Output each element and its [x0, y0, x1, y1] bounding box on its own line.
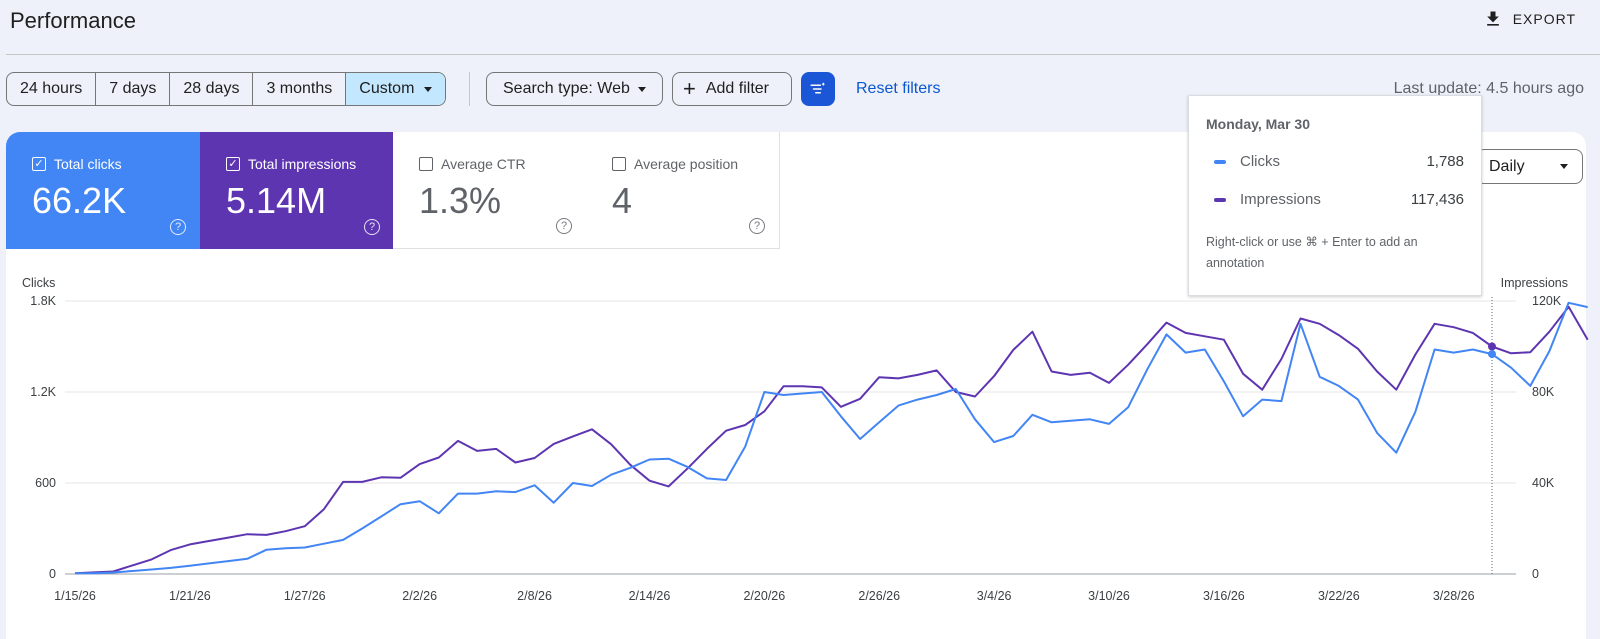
metric-value: 4	[612, 180, 633, 221]
highlight-point-impressions	[1488, 342, 1496, 351]
last-update-text: Last update: 4.5 hours ago	[1393, 80, 1584, 97]
metric-label: Total impressions	[248, 156, 357, 172]
range-custom[interactable]: Custom	[346, 73, 446, 105]
range-24-hours[interactable]: 24 hours	[7, 73, 97, 105]
range-7-days[interactable]: 7 days	[96, 73, 171, 105]
x-tick-label: 2/2/26	[402, 589, 437, 603]
y-tick-label-left: 0	[49, 567, 56, 581]
y-tick-label-left: 1.8K	[30, 294, 56, 308]
x-tick-label: 1/21/26	[169, 589, 211, 603]
tooltip-date: Monday, Mar 30	[1206, 116, 1310, 132]
tooltip-row-impressions: Impressions 117,436	[1206, 191, 1464, 208]
y-tick-label-right: 120K	[1532, 294, 1562, 308]
y-axis-title-right: Impressions	[1501, 276, 1568, 290]
x-tick-label: 1/27/26	[284, 589, 326, 603]
help-icon[interactable]: ?	[364, 219, 380, 235]
x-tick-label: 3/16/26	[1203, 589, 1245, 603]
chart-tooltip: Monday, Mar 30 Clicks 1,788 Impressions …	[1188, 95, 1482, 296]
x-tick-label: 2/8/26	[517, 589, 552, 603]
add-filter-button[interactable]: + Add filter	[672, 72, 792, 106]
range-custom-label: Custom	[359, 80, 415, 97]
series-line-clicks	[75, 301, 1588, 575]
tooltip-note: Right-click or use ⌘ + Enter to add an a…	[1206, 235, 1418, 270]
help-icon[interactable]: ?	[556, 218, 572, 234]
metric-label: Average CTR	[441, 156, 526, 172]
tooltip-series-value: 117,436	[1410, 191, 1464, 208]
date-range-selector: 24 hours 7 days 28 days 3 months Custom	[6, 72, 447, 106]
y-tick-label-left: 1.2K	[30, 385, 56, 399]
y-tick-label-right: 0	[1532, 567, 1539, 581]
checkbox-checked-icon[interactable]: ✓	[226, 157, 240, 171]
metric-value: 5.14M	[226, 180, 327, 221]
metric-label: Total clicks	[54, 156, 122, 172]
checkbox-unchecked-icon[interactable]	[612, 157, 626, 171]
search-type-label: Search type: Web	[503, 80, 630, 97]
export-label: EXPORT	[1512, 11, 1576, 27]
search-type-dropdown[interactable]: Search type: Web	[486, 72, 663, 106]
x-tick-label: 3/28/26	[1433, 589, 1475, 603]
range-3-months[interactable]: 3 months	[253, 73, 347, 105]
x-tick-label: 3/10/26	[1088, 589, 1130, 603]
series-swatch-icon	[1214, 197, 1226, 202]
header-divider	[6, 54, 1600, 55]
tooltip-series-value: 1,788	[1426, 153, 1464, 170]
checkbox-unchecked-icon[interactable]	[419, 157, 433, 171]
export-button[interactable]: EXPORT	[1483, 9, 1576, 29]
metric-label: Average position	[634, 156, 739, 172]
y-tick-label-right: 80K	[1532, 385, 1555, 399]
metric-card-average-position[interactable]: Average position 4 ?	[586, 132, 780, 249]
tooltip-series-name: Clicks	[1240, 153, 1280, 170]
series-line-impressions	[74, 305, 1589, 575]
range-28-days[interactable]: 28 days	[170, 73, 254, 105]
plus-icon: +	[683, 76, 696, 101]
granularity-label: Daily	[1489, 157, 1525, 175]
filter-settings-button[interactable]	[801, 72, 835, 106]
toolbar-divider	[469, 72, 470, 106]
checkbox-checked-icon[interactable]: ✓	[32, 157, 46, 171]
chevron-down-icon	[1560, 164, 1568, 169]
x-tick-label: 2/20/26	[743, 589, 785, 603]
y-tick-label-left: 600	[35, 476, 56, 490]
y-axis-title-left: Clicks	[22, 276, 55, 290]
chevron-down-icon	[638, 86, 646, 92]
x-tick-label: 1/15/26	[54, 589, 96, 603]
metric-card-average-ctr[interactable]: Average CTR 1.3% ?	[393, 132, 587, 249]
metric-card-total-clicks[interactable]: ✓ Total clicks 66.2K ?	[6, 132, 200, 249]
series-swatch-icon	[1214, 159, 1226, 164]
reset-filters-link[interactable]: Reset filters	[856, 80, 941, 97]
tooltip-row-clicks: Clicks 1,788	[1206, 153, 1464, 170]
x-tick-label: 3/4/26	[977, 589, 1012, 603]
granularity-dropdown[interactable]: Daily	[1476, 149, 1583, 184]
y-tick-label-right: 40K	[1532, 476, 1555, 490]
add-filter-label: Add filter	[705, 80, 769, 97]
x-tick-label: 3/22/26	[1318, 589, 1360, 603]
x-tick-label: 2/26/26	[858, 589, 900, 603]
metric-value: 1.3%	[419, 180, 502, 221]
download-icon	[1486, 11, 1499, 26]
chevron-down-icon	[424, 86, 433, 92]
filter-sparkle-icon	[810, 82, 826, 94]
tooltip-series-name: Impressions	[1240, 191, 1321, 208]
page-title: Performance	[10, 8, 136, 33]
help-icon[interactable]: ?	[749, 218, 765, 234]
highlight-point-clicks	[1488, 350, 1496, 359]
metric-card-total-impressions[interactable]: ✓ Total impressions 5.14M ?	[200, 132, 394, 249]
help-icon[interactable]: ?	[170, 219, 186, 235]
x-tick-label: 2/14/26	[629, 589, 671, 603]
metric-value: 66.2K	[32, 180, 127, 221]
